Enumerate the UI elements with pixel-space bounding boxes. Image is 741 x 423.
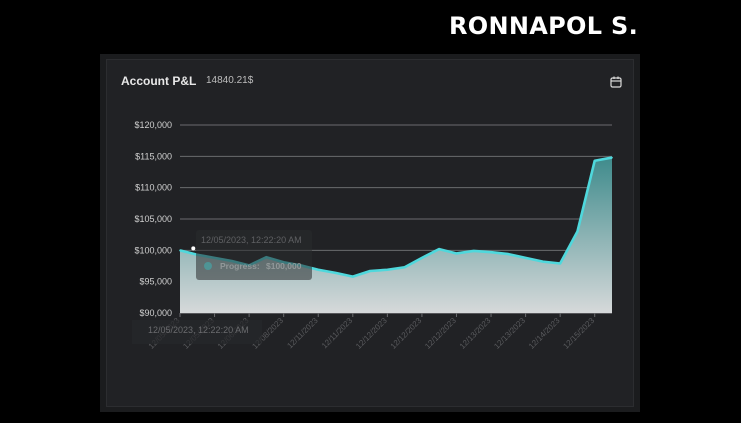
x-tick-label: 12/13/2023 (458, 316, 493, 351)
pnl-card (106, 59, 634, 407)
data-point (542, 260, 544, 263)
tooltip-date: 12/05/2023, 12:22:20 AM (201, 235, 302, 245)
brand-name: RONNAPOL S. (449, 12, 638, 40)
data-point (593, 159, 596, 162)
data-point (559, 262, 561, 265)
tooltip: 12/05/2023, 12:22:20 AM Progress: $100,0… (196, 230, 312, 280)
card-title: Account P&L (121, 74, 197, 88)
calendar-icon[interactable] (609, 75, 623, 89)
data-point (524, 257, 527, 259)
x-tick-label: 12/13/2023 (492, 316, 527, 351)
y-tick-label: $110,000 (135, 183, 172, 193)
data-point (179, 249, 181, 252)
x-hover-label: 12/05/2023, 12:22:20 AM (148, 325, 249, 335)
data-point (576, 230, 579, 233)
tooltip-value: $100,000 (266, 261, 302, 271)
hover-point (191, 246, 196, 251)
x-tick-label: 12/15/2023 (561, 316, 596, 351)
x-hover-box (132, 320, 262, 344)
data-point (421, 257, 423, 259)
x-tick-label: 12/14/2023 (527, 316, 562, 351)
data-point (369, 270, 371, 272)
data-point (611, 156, 613, 159)
data-point (386, 268, 389, 271)
x-tick-label: 12/11/2023 (285, 316, 320, 351)
y-tick-label: $105,000 (134, 214, 172, 224)
data-point (472, 250, 475, 252)
card-value: 14840.21$ (206, 75, 254, 86)
data-point (403, 266, 406, 269)
tooltip-swatch (204, 262, 212, 270)
y-tick-label: $115,000 (135, 151, 172, 161)
y-tick-label: $90,000 (139, 308, 172, 318)
x-tick-label: 12/12/2023 (423, 316, 458, 351)
x-tick-label: 12/11/2023 (320, 316, 355, 351)
data-point (317, 268, 320, 271)
y-tick-label: $120,000 (134, 120, 172, 130)
tooltip-label: Progress: (220, 261, 260, 271)
data-point (455, 252, 458, 255)
y-tick-label: $100,000 (134, 245, 172, 255)
x-tick-label: 12/12/2023 (354, 316, 389, 351)
data-point (352, 275, 354, 278)
data-point (334, 272, 337, 274)
data-point (490, 251, 492, 254)
x-tick-label: 12/12/2023 (389, 316, 424, 351)
data-point (507, 253, 510, 255)
data-point (438, 248, 441, 250)
y-tick-label: $95,000 (139, 277, 172, 287)
